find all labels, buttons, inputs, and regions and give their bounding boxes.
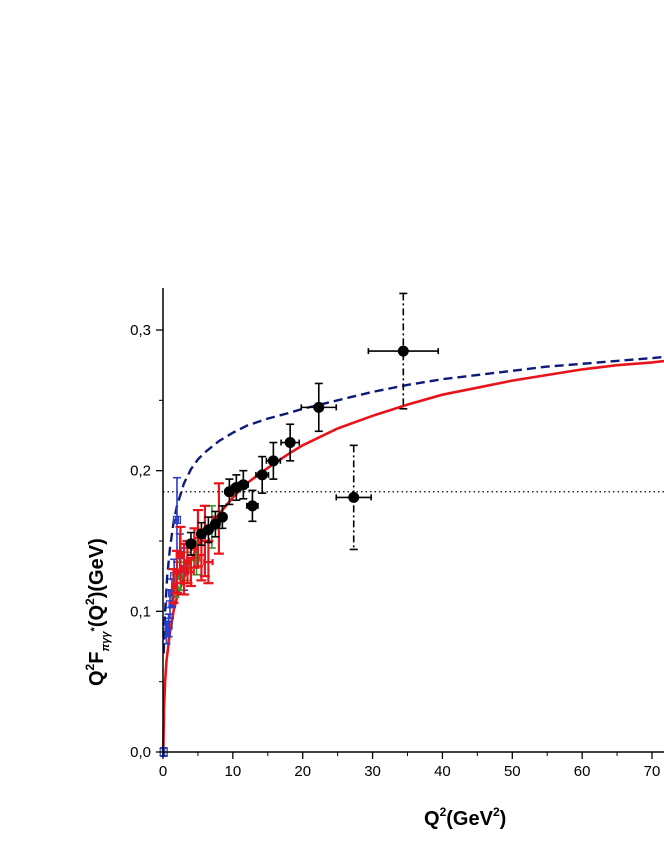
series-circle-0: [185, 382, 338, 556]
data-point: [216, 505, 228, 530]
data-point: [178, 542, 189, 596]
data-points-layer: [159, 292, 440, 758]
curve-layer: [162, 355, 664, 753]
ticks: 0 10 20 30 40 50 60 70 0,0 0,1 0,2 0,3: [130, 322, 660, 780]
marker-circle: [185, 538, 197, 550]
marker-circle: [267, 455, 279, 467]
data-point: [300, 382, 338, 433]
data-point: [335, 444, 372, 551]
y-tick-label: 0,1: [130, 603, 151, 620]
y-axis-title: Q2Fπγγ*(Q2)(GeV): [83, 538, 112, 686]
data-point: [255, 455, 270, 494]
x-tick-label: 50: [504, 763, 521, 780]
y-tick-label: 0,3: [130, 322, 151, 339]
data-point: [367, 292, 440, 410]
x-axis-title: Q2(GeV2): [424, 805, 506, 830]
marker-circle: [209, 518, 221, 530]
y-tick-label: 0,0: [130, 744, 151, 761]
data-point: [237, 469, 250, 500]
solid-curve: [162, 359, 664, 753]
marker-circle: [216, 511, 228, 523]
marker-circle: [237, 479, 249, 491]
data-point: [246, 489, 259, 523]
marker-circle: [256, 469, 268, 481]
marker-square: [172, 515, 182, 525]
marker-circle: [348, 491, 360, 503]
axes: [162, 288, 664, 753]
x-tick-label: 0: [159, 763, 167, 780]
dashed-curve: [162, 355, 664, 654]
x-tick-label: 40: [434, 763, 451, 780]
data-point: [209, 510, 221, 538]
data-point: [185, 531, 197, 556]
series-circle-1: [335, 292, 440, 551]
marker-square: [164, 621, 173, 630]
x-tick-label: 10: [225, 763, 242, 780]
x-tick-label: 70: [644, 763, 661, 780]
x-tick-label: 20: [294, 763, 311, 780]
x-tick-label: 30: [364, 763, 381, 780]
x-tick-label: 60: [574, 763, 591, 780]
marker-circle: [397, 345, 409, 357]
marker-circle: [246, 500, 258, 512]
data-point: [265, 441, 282, 480]
marker-circle: [313, 401, 325, 413]
y-tick-label: 0,2: [130, 463, 151, 480]
marker-circle: [284, 437, 296, 449]
data-point: [280, 423, 301, 462]
